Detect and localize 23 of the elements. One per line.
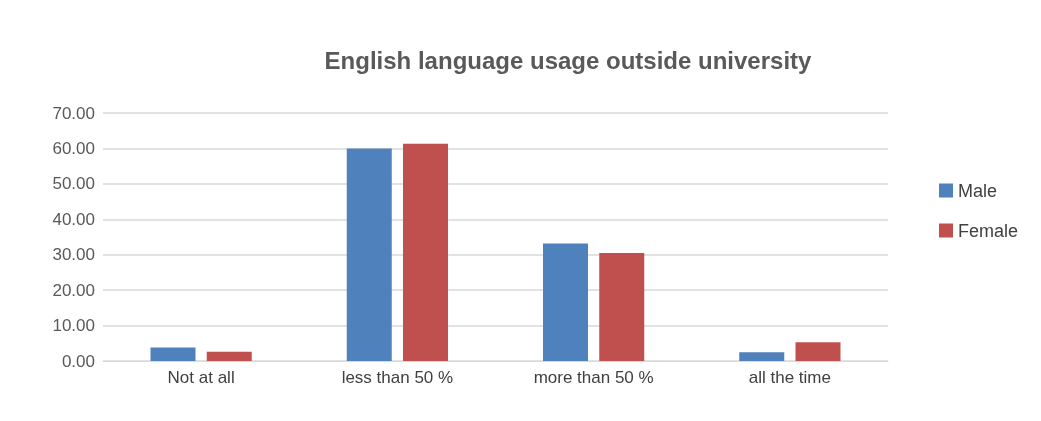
y-tick-label: 0.00 <box>61 351 95 371</box>
y-tick-label: 10.00 <box>52 316 95 336</box>
y-tick-label: 20.00 <box>52 280 95 300</box>
bar <box>739 352 785 361</box>
x-tick-label: Not at all <box>167 368 235 387</box>
bar <box>206 351 252 361</box>
x-tick-label: all the time <box>748 368 831 387</box>
bar <box>403 143 448 361</box>
x-tick-label: less than 50 % <box>341 368 454 387</box>
y-tick-label: 50.00 <box>52 174 95 194</box>
bar <box>599 252 645 361</box>
legend-label: Male <box>957 180 997 201</box>
bar <box>543 243 588 361</box>
chart-title: English language usage outside university <box>324 46 813 74</box>
bar <box>346 148 392 361</box>
bar <box>795 342 841 361</box>
y-tick-label: 30.00 <box>52 245 95 265</box>
y-tick-label: 40.00 <box>52 209 95 229</box>
y-tick-label: 70.00 <box>52 103 95 123</box>
x-tick-label: more than 50 % <box>533 368 654 387</box>
bar <box>150 347 196 361</box>
y-tick-label: 60.00 <box>52 138 95 158</box>
legend-label: Female <box>957 220 1019 241</box>
